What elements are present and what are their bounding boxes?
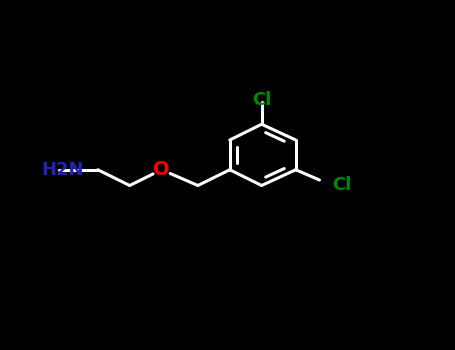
Text: Cl: Cl [252, 91, 271, 109]
Text: Cl: Cl [332, 176, 352, 195]
Text: O: O [153, 160, 170, 179]
Text: H2N: H2N [41, 161, 83, 179]
